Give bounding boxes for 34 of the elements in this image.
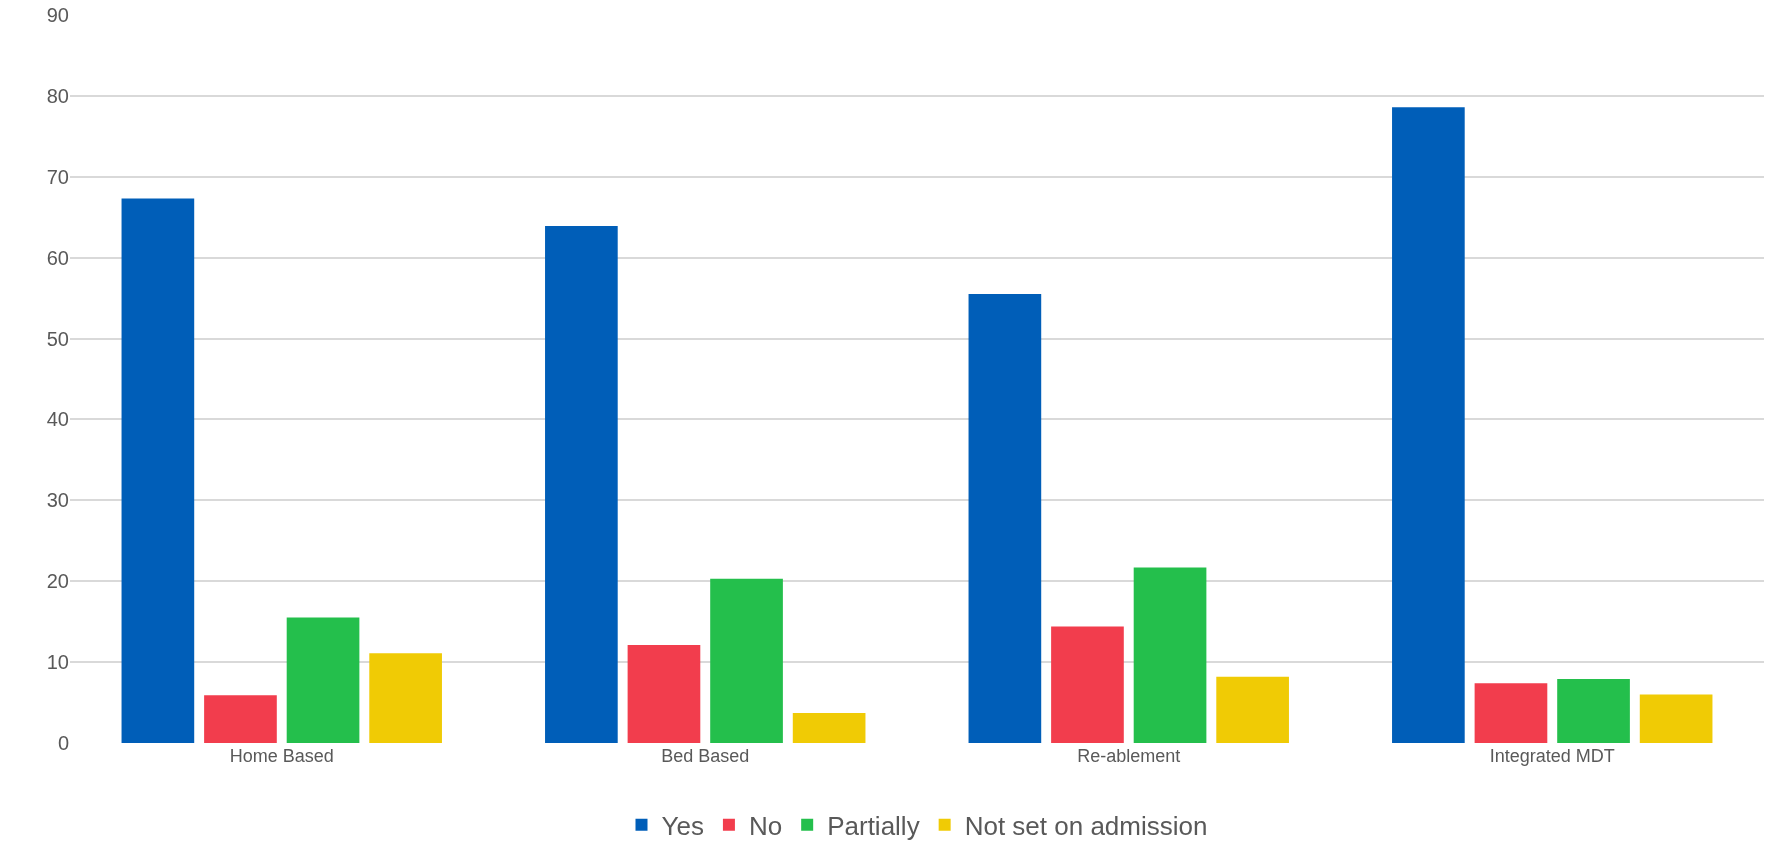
bar <box>1392 107 1465 743</box>
bar <box>1133 567 1207 743</box>
y-tick-label: 0 <box>57 732 69 754</box>
bar <box>545 226 618 743</box>
bar <box>1051 626 1124 743</box>
bar <box>792 713 866 743</box>
legend-label: Not set on admission <box>964 810 1208 841</box>
bar <box>1474 683 1548 743</box>
legend-label: Partially <box>827 810 920 841</box>
bar <box>286 617 360 743</box>
bar <box>627 645 701 743</box>
y-tick-label: 80 <box>46 84 69 107</box>
bar <box>121 198 195 743</box>
y-tick-label: 90 <box>46 4 69 26</box>
y-tick-label: 50 <box>46 327 69 350</box>
legend-label: No <box>748 810 783 841</box>
bar <box>369 653 442 743</box>
legend-label: Yes <box>661 810 704 841</box>
x-tick-label: Bed Based <box>661 746 750 766</box>
x-tick-label: Re-ablement <box>1077 746 1181 766</box>
x-tick-label: Integrated MDT <box>1489 746 1615 766</box>
y-tick-label: 30 <box>46 489 69 512</box>
bar <box>204 695 277 743</box>
bar <box>968 294 1042 743</box>
y-tick-label: 40 <box>46 408 69 431</box>
bar <box>1216 676 1289 743</box>
y-tick-label: 70 <box>46 165 69 188</box>
bar <box>1557 679 1630 743</box>
bar <box>1639 694 1713 743</box>
y-tick-label: 10 <box>46 651 69 674</box>
bar <box>710 578 783 743</box>
y-tick-label: 20 <box>46 570 69 593</box>
x-tick-label: Home Based <box>229 746 334 766</box>
y-tick-label: 60 <box>46 246 69 269</box>
